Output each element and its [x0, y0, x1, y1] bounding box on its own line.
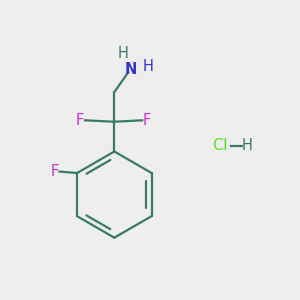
Text: H: H [241, 138, 252, 153]
Text: F: F [76, 113, 84, 128]
Text: N: N [124, 62, 137, 77]
Text: H: H [143, 59, 154, 74]
Text: F: F [143, 113, 151, 128]
Text: H: H [118, 46, 129, 61]
Text: F: F [51, 164, 59, 179]
Text: Cl: Cl [212, 138, 228, 153]
